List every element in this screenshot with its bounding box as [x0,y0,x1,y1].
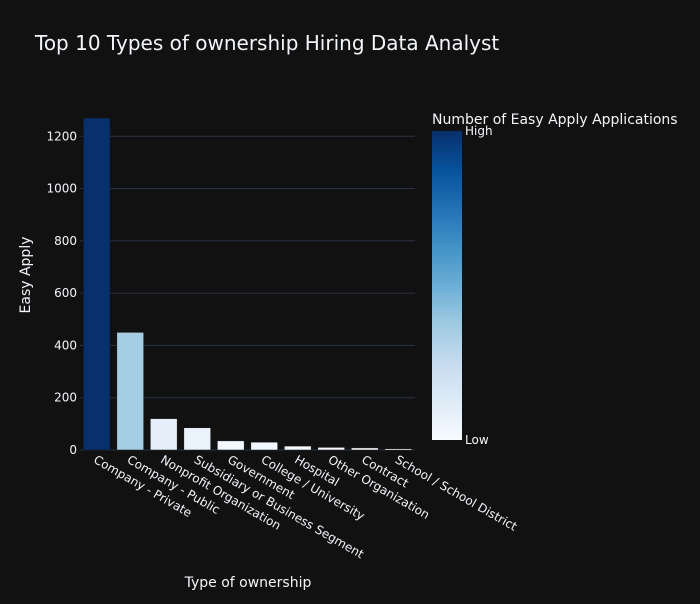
bar [317,447,345,451]
y-tick-label: 400 [54,338,77,352]
y-tick-label: 200 [54,391,77,405]
bar [183,427,211,451]
bar [250,441,278,451]
y-axis-label: Easy Apply [18,237,34,314]
bar [384,448,412,451]
bar [351,447,379,451]
y-tick-label: 600 [54,286,77,300]
y-tick-labels: 0 200 400 600 800 1000 1200 [46,129,77,457]
bar [217,440,245,451]
colorbar [432,131,462,440]
x-axis-label: Type of ownership [184,575,312,591]
bar [150,418,178,451]
bar [284,445,312,451]
y-tick-label: 800 [54,234,77,248]
chart-title: Top 10 Types of ownership Hiring Data An… [34,31,499,55]
colorbar-high-label: High [465,124,493,138]
colorbar-low-label: Low [465,433,489,447]
bars [83,117,412,451]
y-tick-label: 1000 [46,182,77,196]
y-tick-label: 1200 [46,129,77,143]
bar [83,117,111,451]
y-tick-label: 0 [69,443,77,457]
colorbar-title: Number of Easy Apply Applications [432,112,678,128]
bar [116,332,144,451]
